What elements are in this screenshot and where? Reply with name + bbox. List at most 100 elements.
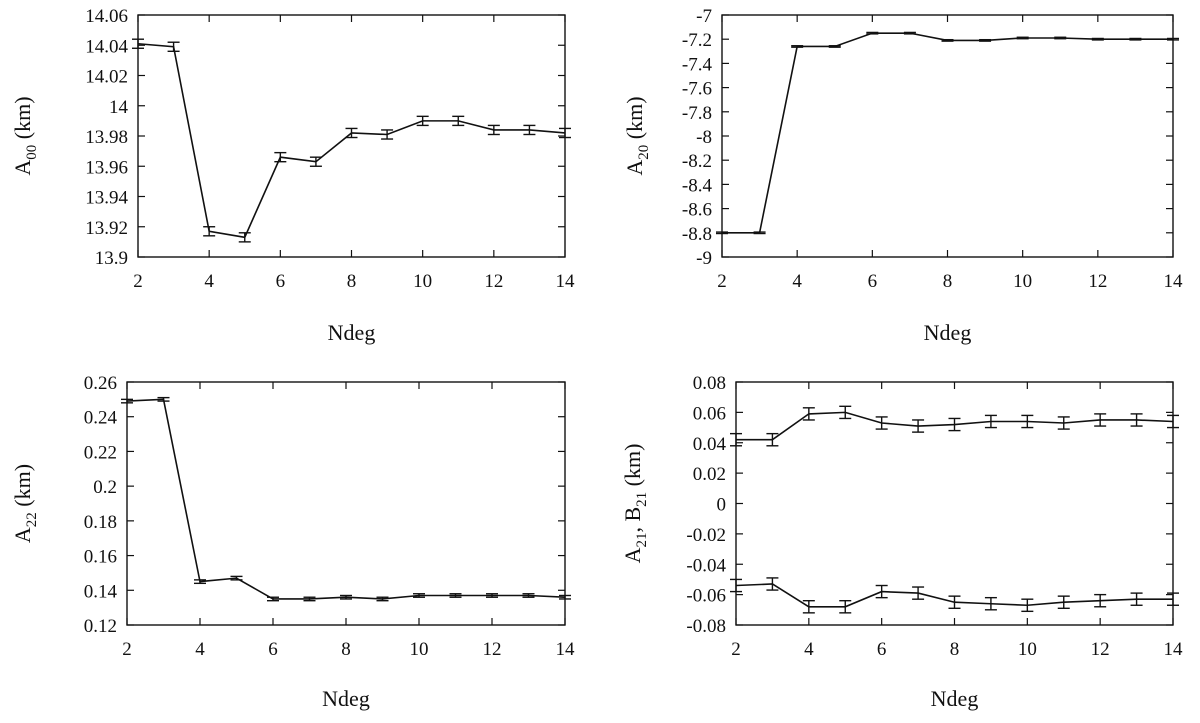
x-tick-label: 12 bbox=[484, 271, 503, 292]
data-point bbox=[486, 593, 498, 598]
data-point bbox=[230, 575, 243, 581]
x-tick-label: 8 bbox=[943, 271, 953, 292]
data-point bbox=[941, 38, 954, 42]
y-tick-label: 13.9 bbox=[95, 248, 128, 269]
data-point bbox=[449, 593, 462, 598]
data-point bbox=[1057, 416, 1070, 430]
y-tick-label: 14 bbox=[109, 97, 129, 118]
y-tick-label: 14.06 bbox=[85, 6, 128, 27]
data-point bbox=[303, 596, 316, 602]
series-line-A20 bbox=[722, 32, 1173, 234]
data-point bbox=[1021, 598, 1034, 613]
x-tick-label: 6 bbox=[868, 271, 878, 292]
data-point bbox=[839, 405, 852, 420]
x-tick-label: 4 bbox=[792, 271, 802, 292]
y-tick-label: 0.18 bbox=[84, 512, 117, 533]
x-tick-label: 14 bbox=[1164, 639, 1184, 660]
x-tick-label: 14 bbox=[1164, 271, 1184, 292]
x-axis-label: Ndeg bbox=[931, 686, 979, 711]
x-tick-label: 14 bbox=[556, 639, 576, 660]
y-tick-label: 0.12 bbox=[84, 616, 117, 637]
x-tick-label: 10 bbox=[1013, 271, 1032, 292]
x-tick-label: 2 bbox=[122, 639, 132, 660]
data-point bbox=[948, 595, 961, 609]
data-point bbox=[416, 115, 429, 127]
y-tick-label: -7.4 bbox=[682, 54, 713, 75]
y-tick-label: 14.04 bbox=[85, 36, 128, 57]
data-point bbox=[522, 593, 535, 598]
data-point bbox=[238, 232, 251, 243]
series-A22 bbox=[121, 396, 571, 602]
data-point bbox=[1130, 413, 1143, 427]
y-tick-label: 0.16 bbox=[84, 547, 117, 568]
y-tick-label: 0.08 bbox=[693, 373, 726, 394]
data-point bbox=[979, 38, 992, 42]
data-point bbox=[802, 407, 815, 421]
data-point bbox=[274, 151, 287, 163]
y-tick-label: 0.14 bbox=[84, 581, 118, 602]
data-point bbox=[1016, 36, 1029, 40]
y-tick-label: 14.02 bbox=[85, 67, 128, 88]
chart-panel-3: 2 4 6 8 10 12 14 0.12 0.14 0.16 0.18 0.2 0.22 0.24 0.2… bbox=[10, 373, 575, 711]
x-tick-label: 6 bbox=[877, 639, 887, 660]
data-point bbox=[766, 432, 779, 447]
y-axis-label: A00 (km) bbox=[10, 96, 40, 175]
x-tick-label: 8 bbox=[950, 639, 960, 660]
data-point bbox=[716, 231, 728, 235]
data-point bbox=[1091, 37, 1104, 41]
data-point bbox=[730, 432, 742, 447]
data-point bbox=[791, 45, 804, 48]
y-tick-label: -0.02 bbox=[686, 525, 726, 546]
x-tick-label: 8 bbox=[347, 271, 357, 292]
x-tick-label: 12 bbox=[1088, 271, 1107, 292]
data-point bbox=[167, 41, 180, 52]
y-tick-label: -7.2 bbox=[682, 30, 712, 51]
data-point bbox=[903, 31, 916, 35]
x-tick-label: 2 bbox=[731, 639, 741, 660]
data-point bbox=[340, 594, 352, 600]
data-point bbox=[875, 584, 888, 599]
y-tick-label: 13.98 bbox=[85, 127, 128, 148]
x-tick-label: 10 bbox=[413, 271, 432, 292]
data-point bbox=[157, 396, 170, 402]
series-A00 bbox=[132, 38, 571, 243]
y-tick-label: 0.26 bbox=[84, 373, 117, 394]
y-tick-label: 0.04 bbox=[693, 434, 727, 455]
data-point bbox=[802, 600, 815, 614]
series-A20 bbox=[716, 31, 1179, 235]
y-tick-label: -0.06 bbox=[686, 586, 726, 607]
data-point bbox=[839, 600, 852, 614]
data-point bbox=[1167, 592, 1179, 606]
y-tick-label: 0.24 bbox=[84, 408, 118, 429]
x-tick-label: 4 bbox=[804, 639, 814, 660]
data-point bbox=[912, 586, 925, 600]
data-point bbox=[1167, 37, 1179, 41]
y-tick-label: -0.08 bbox=[686, 616, 726, 637]
x-axis-label: Ndeg bbox=[328, 320, 376, 345]
series-B21 bbox=[730, 577, 1179, 614]
data-point bbox=[1129, 37, 1142, 41]
y-tick-label: -8.6 bbox=[682, 200, 712, 221]
chart-panel-2: 2 4 6 8 10 12 14 -9 -8.8 -8.6 -8.4 -8.2 -8 -7.8 -7.6 -7… bbox=[622, 6, 1183, 345]
data-point bbox=[1021, 414, 1034, 429]
data-point bbox=[194, 579, 206, 585]
y-tick-label: -8.8 bbox=[682, 224, 712, 245]
y-axis-label: A20 (km) bbox=[622, 96, 652, 175]
y-tick-label: 0.22 bbox=[84, 442, 117, 463]
data-point bbox=[121, 398, 133, 404]
data-point bbox=[376, 596, 389, 602]
data-point bbox=[1094, 593, 1107, 608]
data-point bbox=[1167, 414, 1179, 429]
data-point bbox=[413, 593, 425, 598]
x-tick-label: 6 bbox=[276, 271, 286, 292]
data-point bbox=[487, 124, 500, 136]
x-tick-label: 10 bbox=[410, 639, 429, 660]
x-axis-label: Ndeg bbox=[924, 320, 972, 345]
series-line-A00 bbox=[137, 42, 566, 239]
data-point bbox=[267, 596, 279, 602]
chart-panel-1: 2 4 6 8 10 12 14 13.9 13.92 13.94 13.96 13.98 14 14.0… bbox=[10, 6, 575, 345]
series-A21 bbox=[730, 405, 1179, 447]
y-tick-label: -7.8 bbox=[682, 103, 712, 124]
x-tick-label: 10 bbox=[1018, 639, 1037, 660]
